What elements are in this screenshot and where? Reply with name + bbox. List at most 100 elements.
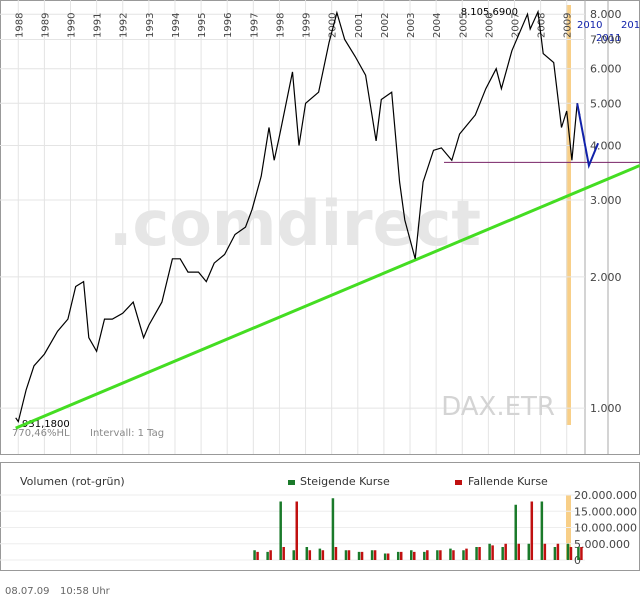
legend-label: Fallende Kurse <box>468 475 548 488</box>
volume-bar <box>462 550 465 560</box>
volume-bar <box>308 550 312 560</box>
volume-bar <box>269 550 272 560</box>
x-tick-label: 1997 <box>249 13 260 38</box>
volume-bar <box>527 543 531 560</box>
footer-date: 08.07.09 <box>5 586 50 597</box>
volume-bar <box>282 547 285 560</box>
volume-bar <box>543 543 547 560</box>
y-tick-label: 10.000.000 <box>574 522 637 535</box>
extra-year: 2011 <box>596 33 621 44</box>
x-tick-label: 1998 <box>275 13 286 38</box>
x-tick-label: 1993 <box>145 13 156 38</box>
volume-bar <box>566 543 570 560</box>
max-label: 8.105,6900 <box>461 7 518 18</box>
volume-bar <box>344 550 348 560</box>
y-tick-label: 8.000 <box>590 8 622 21</box>
volume-bar <box>553 547 557 560</box>
y-tick-label: 5.000 <box>590 97 622 110</box>
volume-bar <box>396 551 400 560</box>
volume-bar <box>321 550 325 560</box>
trendline <box>15 164 640 430</box>
volume-bar <box>517 543 520 560</box>
volume-bar <box>331 498 335 560</box>
volume-bar <box>386 553 390 560</box>
x-tick-label: 2007 <box>510 13 521 38</box>
y-tick-label: 3.000 <box>590 194 622 207</box>
volume-bar <box>256 551 259 560</box>
volume-bar <box>357 551 361 560</box>
y-tick-label: 1.000 <box>590 402 622 415</box>
volume-bar <box>556 543 560 560</box>
volume-bar <box>491 545 494 560</box>
watermark: .comdirect <box>109 187 481 260</box>
volume-bar <box>373 550 377 560</box>
volume-bar <box>399 551 403 560</box>
volume-bar <box>370 550 374 560</box>
y-tick-label: 20.000.000 <box>574 489 637 502</box>
volume-bar <box>540 501 544 560</box>
volume-title: Volumen (rot-grün) <box>20 475 125 488</box>
x-tick-label: 2008 <box>537 13 548 38</box>
x-tick-label: 1989 <box>40 13 51 38</box>
volume-bar <box>266 551 269 560</box>
x-tick-label: 2004 <box>432 13 443 38</box>
x-tick-label: 1996 <box>223 13 234 38</box>
volume-bar <box>475 547 478 560</box>
x-tick-label: 2005 <box>458 13 469 38</box>
volume-bar <box>253 550 256 560</box>
extra-year: 2012 <box>621 20 640 31</box>
x-tick-label: 1988 <box>14 13 25 38</box>
legend-swatch <box>288 480 295 485</box>
volume-bar <box>305 547 309 560</box>
x-tick-label: 1992 <box>119 13 130 38</box>
x-tick-label: 2003 <box>406 13 417 38</box>
volume-bar <box>360 551 364 560</box>
volume-bar <box>580 547 583 560</box>
legend-label: Steigende Kurse <box>300 475 390 488</box>
volume-bar <box>423 551 426 560</box>
volume-bar <box>530 501 534 560</box>
y-tick-label: 6.000 <box>590 63 622 76</box>
price-line <box>15 9 581 424</box>
volume-bar <box>347 550 351 560</box>
legend-swatch <box>455 480 462 485</box>
projection-line <box>576 103 600 169</box>
volume-bar <box>577 547 580 560</box>
volume-bar <box>449 548 452 560</box>
interval-label: Intervall: 1 Tag <box>90 428 164 439</box>
volume-bar <box>426 550 429 560</box>
x-tick-label: 1995 <box>197 13 208 38</box>
extra-year: 2010 <box>577 20 602 31</box>
x-tick-label: 2001 <box>354 13 365 38</box>
x-tick-label: 1991 <box>93 13 104 38</box>
x-tick-label: 1990 <box>67 13 78 38</box>
y-tick-label: 7.000 <box>590 34 622 47</box>
volume-bar <box>410 550 413 560</box>
volume-bar <box>413 551 416 560</box>
today-band <box>566 5 571 425</box>
volume-bar <box>436 550 439 560</box>
x-tick-label: 2006 <box>484 13 495 38</box>
instrument-label: DAX.ETR <box>441 392 555 422</box>
y-tick-label: 4.000 <box>590 140 622 153</box>
x-tick-label: 1994 <box>171 13 182 38</box>
min-label: 931,1800 <box>22 419 70 430</box>
volume-bar <box>569 547 573 560</box>
volume-bar <box>318 548 322 560</box>
y-tick-label: 5.000.000 <box>574 538 630 551</box>
volume-bar <box>514 504 517 560</box>
volume-bar <box>452 550 455 560</box>
y-tick-label: 0 <box>574 554 581 567</box>
volume-bar <box>439 550 442 560</box>
x-tick-label: 2009 <box>563 13 574 38</box>
x-tick-label: 2002 <box>380 13 391 38</box>
hl-label: 770,46%HL <box>12 428 70 439</box>
volume-bar <box>295 501 298 560</box>
volume-bar <box>465 548 468 560</box>
volume-bar <box>478 547 481 560</box>
footer-time: 10:58 Uhr <box>60 586 111 597</box>
y-tick-label: 2.000 <box>590 271 622 284</box>
price-frame <box>0 0 640 455</box>
volume-bar <box>501 547 504 560</box>
